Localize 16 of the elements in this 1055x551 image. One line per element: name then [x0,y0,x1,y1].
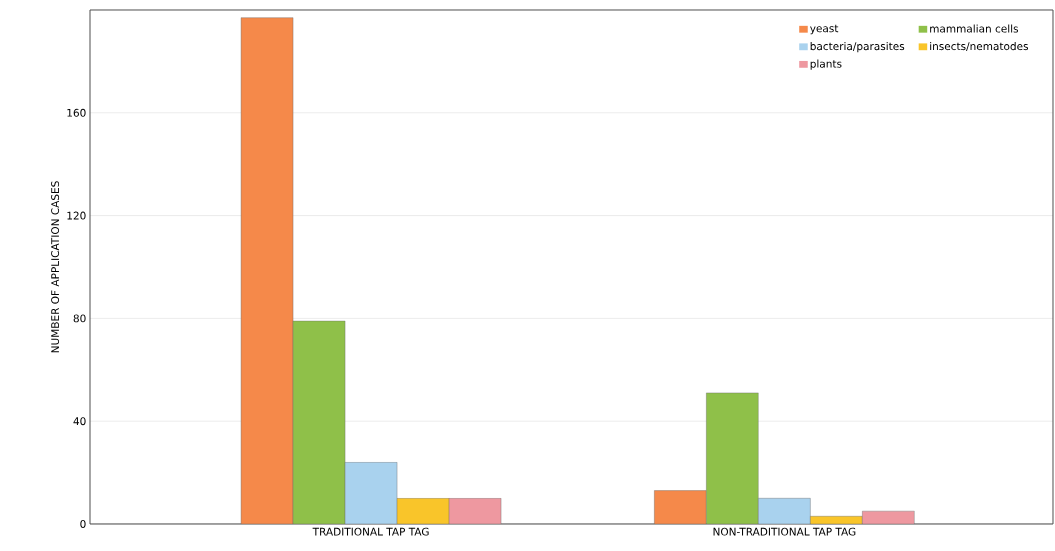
y-axis-title: NUMBER OF APPLICATION CASES [51,181,60,353]
legend-label: mammalian cells [930,24,1019,33]
y-tick-label: 160 [67,108,86,117]
bar [448,498,502,524]
y-tick-label: 80 [73,314,86,323]
x-tick-label: NON-TRADITIONAL TAP TAG [713,527,856,536]
y-tick-label: 120 [67,211,86,220]
x-tick-label: TRADITIONAL TAP TAG [312,527,429,536]
legend-label: plants [810,59,842,70]
bar [240,17,294,524]
bar [654,490,707,524]
legend-label: bacteria/parasites [810,42,905,53]
legend-label: insects/nematodes [930,42,1029,51]
y-tick-label: 0 [80,520,86,528]
legend-label: yeast [810,24,839,35]
y-tick-label: 40 [73,417,86,426]
